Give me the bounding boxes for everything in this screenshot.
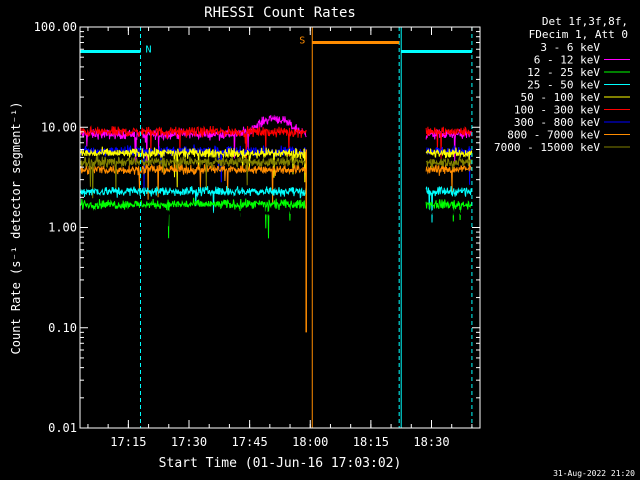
x-tick-label: 17:45	[232, 435, 268, 449]
plot-frame	[79, 26, 481, 429]
series-800-to-7000keV-line	[79, 163, 473, 205]
x-tick-label: 17:30	[171, 435, 207, 449]
series-25-to-50keV-line	[79, 185, 473, 223]
x-tick-label: 17:15	[110, 435, 146, 449]
axes: 0.01 0.10 1.00 10.00 100.00 17:15 17:30 17:45 18…	[34, 20, 481, 449]
series-segment	[425, 186, 473, 223]
legend-item-label: 100 - 300 keV	[514, 104, 600, 117]
series-segment	[425, 147, 473, 167]
y-tick-label: 0.10	[48, 321, 77, 335]
series-segment	[425, 207, 473, 238]
series-50-to-100keV-line	[79, 146, 473, 188]
series-segment	[425, 199, 473, 222]
series-segment	[79, 125, 307, 164]
series-3-to-6keV-line	[79, 206, 473, 244]
series-segment	[79, 163, 307, 205]
series-segment	[425, 126, 473, 160]
legend: Det 1f,3f,8f, FDecim 1, Att 0 3 - 6 keV6…	[494, 15, 630, 154]
y-tick-label: 1.00	[48, 221, 77, 235]
series-segment	[79, 146, 307, 188]
legend-item-label: 300 - 800 keV	[514, 116, 600, 129]
x-tick-label: 18:00	[292, 435, 328, 449]
series-segment	[425, 163, 473, 193]
series-100-to-300keV-line	[79, 125, 473, 164]
legend-item-label: 800 - 7000 keV	[507, 129, 600, 142]
y-axis-label: Count Rate (s⁻¹ detector segment⁻¹)	[9, 102, 23, 355]
y-tick-label: 0.01	[48, 421, 77, 435]
series-segment	[79, 197, 307, 239]
series-segment	[79, 206, 307, 244]
x-axis-label: Start Time (01-Jun-16 17:03:02)	[159, 456, 402, 471]
legend-item-label: 12 - 25 keV	[527, 66, 600, 79]
series-segment	[79, 185, 307, 214]
y-tick-label: 10.00	[41, 120, 77, 134]
series-7000-to-15000keV-line	[79, 155, 473, 199]
series-12-to-25keV-line	[79, 197, 473, 239]
series-segment	[425, 155, 473, 170]
legend-item-label: 3 - 6 keV	[540, 41, 600, 54]
legend-header-line-2: FDecim 1, Att 0	[529, 28, 628, 41]
legend-item-label: 7000 - 15000 keV	[494, 141, 600, 154]
chart-title: RHESSI Count Rates	[204, 5, 356, 21]
legend-item-label: 50 - 100 keV	[521, 91, 601, 104]
series-segment	[79, 155, 307, 199]
legend-header-line-1: Det 1f,3f,8f,	[542, 15, 628, 28]
annotation-label: N	[145, 44, 151, 55]
footer-timestamp: 31-Aug-2022 21:20	[553, 469, 635, 478]
legend-item-label: 6 - 12 keV	[534, 54, 601, 67]
x-tick-label: 18:15	[353, 435, 389, 449]
x-tick-label: 18:30	[413, 435, 449, 449]
legend-item-label: 25 - 50 keV	[527, 79, 600, 92]
annotation-label: S	[299, 36, 305, 47]
y-tick-label: 100.00	[34, 20, 77, 34]
